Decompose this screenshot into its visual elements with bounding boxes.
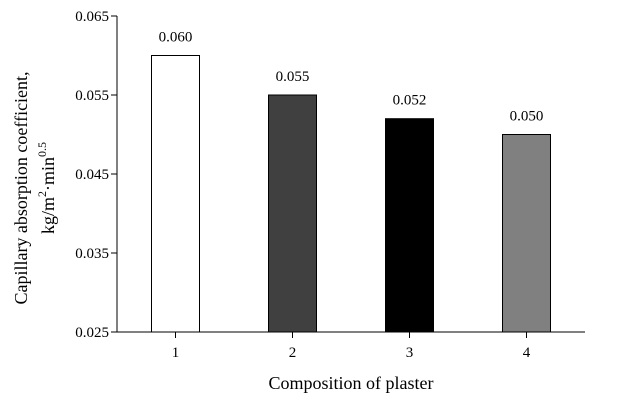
y-tick-label: 0.025 [75, 325, 109, 341]
svg-text:kg/m2·min0.5: kg/m2·min0.5 [35, 142, 58, 234]
y-tick-label: 0.045 [75, 167, 109, 183]
x-tick-label-3: 3 [406, 345, 414, 361]
y-tick-label: 0.055 [75, 88, 109, 104]
y-tick-label: 0.065 [75, 9, 109, 25]
bar-3 [385, 118, 434, 333]
data-label-4: 0.050 [510, 109, 544, 125]
y-axis-title-line1: Capillary absorption coefficient, [11, 71, 31, 304]
x-tick-label-4: 4 [523, 345, 531, 361]
y-axis-unit-c: ·min [38, 157, 58, 191]
x-axis-title: Composition of plaster [269, 373, 434, 393]
bar-1 [151, 55, 200, 333]
data-label-2: 0.055 [276, 69, 310, 85]
data-label-3: 0.052 [393, 93, 427, 109]
y-tick-label: 0.035 [75, 246, 109, 262]
bar-2 [268, 94, 317, 333]
x-tick-label-1: 1 [172, 345, 180, 361]
bar-4 [502, 134, 551, 333]
y-axis-unit-a: kg/m [38, 197, 58, 234]
data-label-1: 0.060 [159, 30, 193, 46]
svg-text:Capillary absorption coefficie: Capillary absorption coefficient, [11, 71, 31, 304]
y-axis-title: Capillary absorption coefficient, kg/m2·… [11, 71, 58, 304]
y-axis-unit-exp05: 0.5 [35, 142, 49, 157]
y-axis-unit-exp2: 2 [35, 191, 49, 197]
x-tick-label-2: 2 [289, 345, 297, 361]
